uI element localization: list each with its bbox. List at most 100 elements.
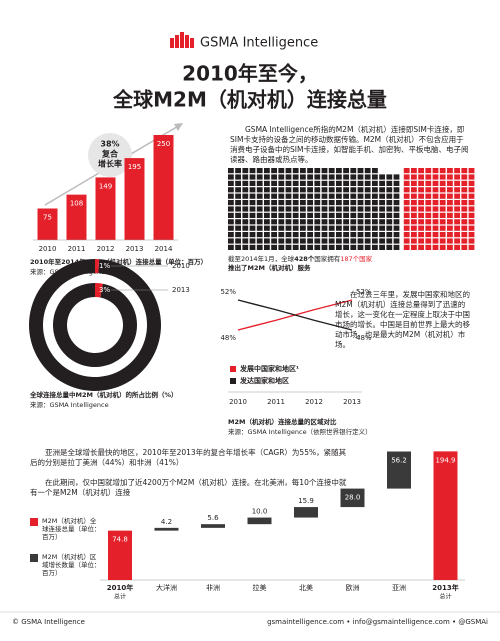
waffle-cell [379,206,385,212]
value-label: 4.2 [161,518,172,526]
waffle-cell [357,238,364,244]
waffle-cell [350,180,357,186]
value-label: 52% [220,288,236,296]
bottom-text: 在此期间，仅中国就增加了近4200万个M2M（机对机）连接。在北美洲，每10个连… [30,478,347,497]
waffle-cell [235,232,241,238]
waffle-cell [285,193,292,199]
waffle-cell [242,174,249,180]
x-tick-label: 拉美 [253,583,267,592]
value-label: 52% [356,288,372,296]
waffle-cell [425,206,432,212]
waffle-cell [357,206,364,212]
waffle-cell [242,212,249,218]
waffle-cell [314,206,321,212]
waffle-cell [249,174,256,180]
waffle-cell [328,244,335,250]
waffle-cell [432,193,439,199]
waffle-cell [328,174,335,180]
x-tick-label: 2012 [97,245,115,253]
x-tick-label: 2013 [126,245,144,253]
waffle-cell [264,174,270,180]
legend-swatch [30,554,38,562]
waffle-cell [264,225,270,231]
waffle-cell [350,206,357,212]
waffle-cell [328,219,335,225]
waffle-cell [264,244,270,250]
waffle-cell [418,168,424,174]
waffle-cell [454,206,460,212]
waffle-cell [228,232,234,238]
value-label: 108 [70,200,83,208]
waffle-cell [403,187,410,193]
waffle-cell [393,219,400,225]
waffle-cell [454,193,460,199]
waffle-cell [336,206,342,212]
trend-arrowhead [174,123,183,131]
waffle-cell [314,180,321,186]
waffle-cell [461,206,468,212]
waffle-cell [292,180,299,186]
waffle-cell [372,212,378,218]
waffle-cell [249,168,256,174]
x-tick-label: 大洋洲 [156,583,177,592]
waffle-cell [425,244,432,250]
waffle-cell [278,174,285,180]
waffle-cell [228,206,234,212]
waffle-cell [278,244,285,250]
waffle-cell [357,180,364,186]
waffle-cell [468,225,475,231]
waffle-cell [372,232,378,238]
waffle-cell [300,174,306,180]
waffle-cell [432,180,439,186]
waffle-cell [418,174,424,180]
waffle-cell [307,193,313,199]
waffle-cell [386,219,393,225]
waffle-cell [242,232,249,238]
waffle-cell [403,225,410,231]
waffle-cell [393,206,400,212]
waffle-cell [386,200,393,206]
waffle-cell [357,174,364,180]
value-label: 56.2 [391,456,407,464]
waffle-cell [386,193,393,199]
waffle-cell [228,219,234,225]
waffle-cell [432,187,439,193]
waffle-cell [393,238,400,244]
waffle-cell [264,232,270,238]
value-label: 194.9 [435,456,455,464]
waffle-cell [454,168,460,174]
waffle-cell [447,206,453,212]
waffle-cell [439,219,446,225]
waffle-cell [364,232,371,238]
value-label: 28.0 [345,494,361,502]
bar [154,527,179,531]
waffle-cell [328,193,335,199]
x-tick-label: 2013年 [432,583,458,592]
waffle-cell [461,219,468,225]
waffle-cell [285,212,292,218]
waffle-cell [418,187,424,193]
waffle-cell [307,219,313,225]
x-tick-label: 北美 [299,583,313,592]
slice-label: 3% [99,286,110,294]
waffle-cell [461,238,468,244]
value-label: 5.6 [207,514,219,522]
waffle-cell [357,219,364,225]
waffle-cell [447,180,453,186]
waffle-cell [228,244,234,250]
waffle-cell [314,238,321,244]
waffle-cell [425,187,432,193]
waffle-cell [372,238,378,244]
waffle-cell [393,232,400,238]
waffle-cell [321,193,328,199]
waffle-cell [249,219,256,225]
waffle-cell [386,212,393,218]
waffle-cell [447,225,453,231]
waffle-cell [454,174,460,180]
waffle-cell [228,212,234,218]
waffle-cell [328,232,335,238]
waffle-cell [278,187,285,193]
waffle-cell [468,174,475,180]
legend-label: 发展中国家和地区¹ [239,364,299,373]
waffle-cell [271,174,277,180]
